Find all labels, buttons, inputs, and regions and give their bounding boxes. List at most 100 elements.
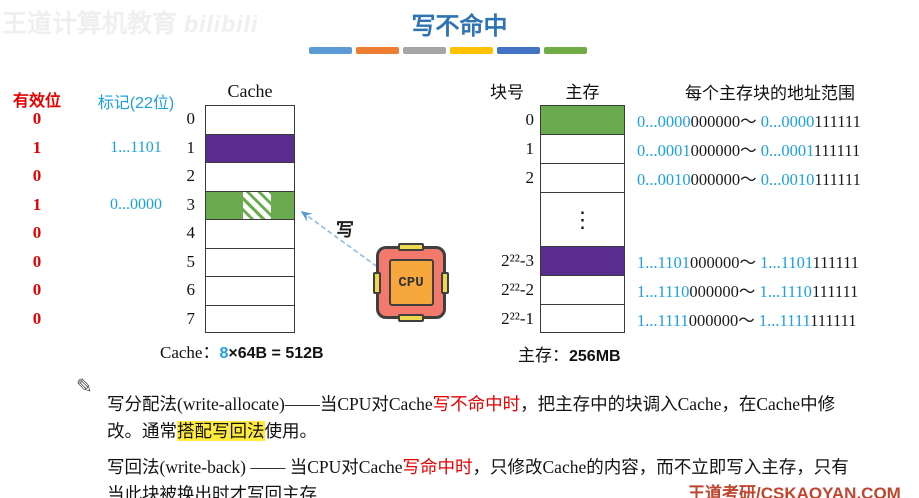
cache-row-0: [206, 106, 294, 135]
color-bar-gray: [403, 47, 446, 54]
note-red-text: 写命中时: [402, 457, 473, 477]
addr-offset: 000000: [689, 281, 739, 301]
page-title: 写不命中: [411, 13, 508, 40]
cache-size-caption: Cache：8×64B = 512B: [160, 338, 324, 363]
addr-tag: 0...0001: [760, 140, 815, 160]
vertical-ellipsis: ⋮: [571, 206, 594, 232]
cache-line-index: 1: [186, 137, 196, 157]
address-range-row: 1...1111000000～ 1...1111111111: [637, 307, 857, 331]
addr-offset: 111111: [814, 169, 861, 189]
cache-row-7: [206, 306, 294, 335]
memory-size-prefix: 主存：: [518, 346, 569, 365]
note-text: ，只修改Cache的内容，而不立即写入主存，只有当此块被换出时才写回主存: [107, 457, 849, 498]
addr-tag: 1...1110: [637, 281, 690, 301]
valid-bit-column: 0 1 0 1 0 0 0 0: [6, 105, 68, 333]
address-range-row: 1...1101000000～ 1...1101111111: [637, 249, 859, 273]
write-label: 写: [336, 220, 354, 240]
valid-bit: 1: [32, 137, 42, 157]
block-number: 2²²-3: [501, 250, 534, 270]
valid-bit: 0: [32, 223, 42, 243]
cpu-label: CPU: [388, 259, 434, 306]
addr-offset: 000000: [690, 169, 741, 189]
cpu-pin-left: [373, 271, 381, 294]
addr-tag: 1...1111: [637, 310, 689, 330]
block-number: 1: [525, 138, 535, 158]
color-bar-orange: [356, 47, 399, 54]
write-back-note: 写回法(write-back) —— 当CPU对Cache写命中时，只修改Cac…: [107, 454, 855, 498]
addr-offset: 111111: [812, 252, 859, 272]
addr-tag: 1...1101: [637, 252, 691, 272]
memory-size-caption: 主存：256MB: [518, 341, 621, 366]
top-watermark: 王道计算机教育 bilibili: [2, 4, 258, 40]
block-number: 2: [525, 167, 535, 187]
block-number: 0: [525, 109, 535, 129]
addr-tag: 0...0010: [637, 169, 691, 189]
cache-row-3-filled: [206, 191, 294, 220]
addr-tag: 0...0000: [637, 111, 691, 131]
cskaoyan-watermark: 王道考研/CSKAOYAN.COM: [688, 484, 901, 498]
cache-line-index-column: 0 1 2 3 4 5 6 7: [172, 105, 198, 333]
address-range-row: 1...1110000000～ 1...1110111111: [637, 278, 858, 302]
cache-table: [205, 105, 295, 333]
block-number: 2²²-1: [501, 308, 534, 328]
addr-tag: 0...0001: [637, 140, 691, 160]
memory-row-2: [541, 164, 624, 193]
cache-line-index: 7: [186, 308, 196, 328]
tag-value: 1...1101: [110, 138, 162, 156]
addr-separator: ～: [740, 169, 761, 189]
valid-bit: 0: [32, 280, 42, 300]
valid-bit: 0: [32, 166, 42, 186]
note-text: 写回法(write-back) —— 当CPU对Cache: [107, 457, 403, 477]
valid-bit-header: 有效位: [12, 93, 61, 110]
memory-row-n2: [541, 276, 624, 305]
cache-line-index: 0: [186, 109, 196, 129]
addr-offset: 000000: [690, 140, 741, 160]
cpu-pin-top: [398, 243, 424, 251]
memory-row-n1: [541, 305, 624, 334]
note-highlighted-text: 搭配写回法: [177, 421, 265, 441]
bilibili-logo: bilibili: [183, 11, 259, 37]
memory-row-n3-filled: [541, 247, 624, 276]
cpu-pin-bottom: [398, 314, 424, 322]
valid-bit: 0: [32, 251, 42, 271]
cache-row-4: [206, 220, 294, 249]
cache-size-value: ×64B = 512B: [228, 345, 324, 362]
addr-separator: ～: [739, 252, 761, 272]
addr-offset: 000000: [690, 252, 740, 272]
memory-size-value: 256MB: [569, 348, 621, 365]
cache-row-6: [206, 277, 294, 306]
write-allocate-note: 写分配法(write-allocate)——当CPU对Cache写不命中时，把主…: [107, 391, 855, 445]
address-range-header: 每个主存块的地址范围: [685, 84, 855, 103]
write-arrow: [300, 211, 391, 277]
cpu-icon: CPU: [373, 243, 449, 322]
cache-line-index: 3: [186, 194, 196, 214]
cache-row-5: [206, 249, 294, 277]
color-bar-green: [544, 47, 587, 54]
cpu-pin-right: [441, 271, 449, 294]
main-memory-table: ⋮: [540, 105, 625, 333]
color-bar-darkblue: [497, 47, 540, 54]
tag-header: 标记(22位): [97, 95, 175, 112]
addr-offset: 000000: [690, 111, 741, 131]
cache-line-index: 2: [186, 166, 196, 186]
address-range-row: 0...0001000000～ 0...0001111111: [637, 137, 860, 161]
color-bar-blue: [309, 47, 352, 54]
addr-tag: 1...1101: [760, 252, 813, 272]
valid-bit: 0: [32, 308, 42, 328]
decorative-color-bars: [309, 47, 587, 54]
cache-size-prefix: Cache：: [160, 343, 220, 362]
address-range-row: 0...0000000000～ 0...0000111111: [637, 108, 861, 132]
valid-bit: 0: [32, 109, 42, 129]
block-number-header: 块号: [490, 83, 524, 102]
valid-bit: 1: [32, 194, 42, 214]
addr-offset: 111111: [811, 281, 859, 301]
cache-line-index: 4: [186, 223, 196, 243]
addr-separator: ～: [738, 281, 760, 301]
addr-tag: 0...0000: [760, 111, 815, 131]
note-text: 使用。: [264, 421, 318, 441]
address-range-row: 0...0010000000～ 0...0010111111: [637, 166, 861, 190]
tag-value: 0...0000: [110, 195, 162, 213]
addr-separator: ～: [738, 310, 759, 330]
cache-line-count: 8: [219, 345, 229, 362]
